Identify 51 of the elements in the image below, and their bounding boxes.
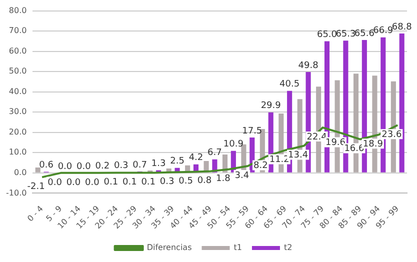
x-tick-label: 0 - 4 [26,204,45,224]
data-label: 0.0 [66,178,81,188]
y-tick-label: 30.0 [8,107,27,116]
data-label: 8.2 [253,161,268,172]
data-label: 66.9 [373,26,394,36]
data-label: 1.3 [151,159,166,170]
y-tick-label: -10.0 [6,188,27,198]
data-label: 6.7 [208,148,222,158]
y-tick-label: 10.0 [8,148,27,157]
data-label: 0.3 [160,177,174,188]
data-label: 49.8 [298,60,319,71]
data-label: 0.5 [178,176,193,187]
data-label: 17.5 [242,126,262,136]
data-label: 10.9 [223,140,244,150]
data-label: 0.8 [197,176,212,186]
data-label: 0.1 [122,178,137,188]
data-label: 23.6 [382,130,402,140]
data-label: 3.4 [234,170,250,181]
legend-label: t1 [234,243,242,252]
y-tick-label: 60.0 [8,46,27,56]
data-label: 0.0 [58,162,72,172]
data-label: 2.5 [170,156,184,167]
data-label: 1.8 [216,174,231,184]
y-tick-label: 50.0 [8,66,27,76]
data-label: 68.8 [392,22,412,32]
data-label: 4.2 [188,153,204,164]
y-tick-label: 20.0 [8,127,27,136]
data-label: 13.4 [288,150,308,161]
data-label: 0.6 [39,160,54,171]
data-label: 0.0 [48,178,62,188]
data-label: 0.1 [141,178,156,188]
data-label: 0.3 [114,161,128,172]
data-label: 0.0 [76,162,92,172]
y-tick-label: 40.0 [8,86,27,96]
data-label: 65.3 [336,29,356,40]
data-label: 40.5 [280,80,300,90]
y-tick-label: 80.0 [8,6,27,15]
data-label: 19.6 [325,138,346,148]
y-tick-label: 70.0 [8,26,27,36]
legend-label: Diferencias [146,243,192,252]
data-label: 65.0 [316,30,338,40]
legend-label: t2 [284,243,292,252]
data-label: 18.9 [362,139,384,150]
y-tick-label: 0.0 [14,168,27,177]
data-label: 0.0 [85,178,100,188]
data-label: 0.2 [95,161,110,172]
data-label: 65.6 [354,28,375,39]
data-label: 0.7 [132,160,148,170]
data-label: 0.1 [104,178,118,188]
data-label: 29.9 [260,101,282,112]
data-label: -2.1 [27,182,45,192]
